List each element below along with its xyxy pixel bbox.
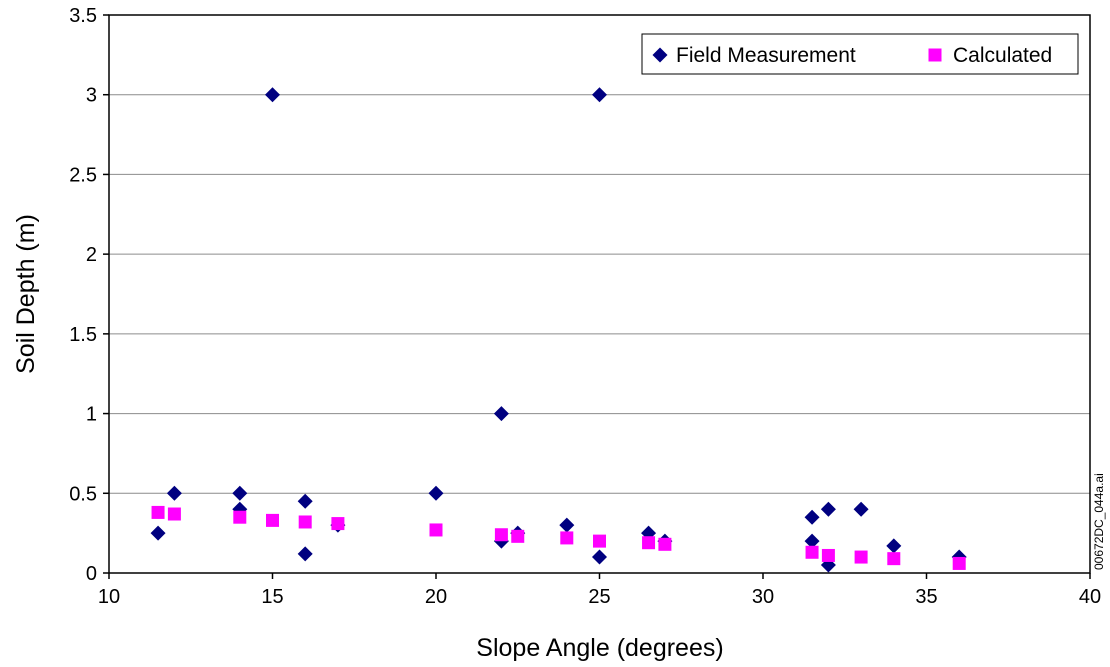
x-tick-label: 35 xyxy=(915,586,937,608)
calculated-point xyxy=(494,528,508,542)
field-measurement-point xyxy=(297,493,313,509)
legend-marker-field-measurement xyxy=(652,47,668,63)
legend: Field Measurement Calculated xyxy=(641,33,1079,75)
x-axis-ticks: 10 15 20 25 30 35 40 xyxy=(98,573,1101,608)
calculated-point xyxy=(429,523,443,537)
x-axis-title: Slope Angle (degrees) xyxy=(476,634,723,662)
y-tick-label: 0 xyxy=(86,563,97,585)
x-tick-label: 30 xyxy=(752,586,774,608)
calculated-point xyxy=(658,537,672,551)
x-tick-label: 10 xyxy=(98,586,120,608)
y-tick-label: 2.5 xyxy=(69,164,97,186)
legend-marker-calculated xyxy=(928,48,942,62)
calculated-point xyxy=(266,513,279,527)
legend-label: Field Measurement xyxy=(676,44,856,67)
data-points xyxy=(150,87,967,573)
calculated-point xyxy=(298,515,312,529)
y-tick-label: 3 xyxy=(86,85,97,107)
x-tick-label: 20 xyxy=(425,586,447,608)
y-tick-label: 1 xyxy=(86,404,97,426)
field-measurement-point xyxy=(804,509,820,525)
legend-label: Calculated xyxy=(953,44,1052,67)
y-tick-label: 0.5 xyxy=(69,483,97,505)
x-tick-label: 25 xyxy=(588,586,610,608)
field-measurement-point xyxy=(166,485,182,501)
y-tick-label: 2 xyxy=(86,244,97,266)
field-measurement-point xyxy=(265,87,280,103)
calculated-point xyxy=(821,548,835,562)
field-measurement-point xyxy=(428,485,444,501)
calculated-point xyxy=(151,505,165,519)
calculated-point xyxy=(167,507,181,521)
gridlines xyxy=(109,94,1090,494)
field-measurement-point xyxy=(150,525,166,541)
field-measurement-point xyxy=(559,517,575,533)
y-tick-label: 1.5 xyxy=(69,324,97,346)
field-measurement-point xyxy=(592,87,607,103)
field-measurement-point xyxy=(804,533,820,549)
field-measurement-point xyxy=(493,406,509,422)
calculated-point xyxy=(805,545,819,559)
calculated-point xyxy=(593,534,606,548)
field-measurement-point xyxy=(886,538,902,554)
calculated-point xyxy=(642,536,656,550)
legend-box xyxy=(641,33,1079,75)
y-axis-title: Soil Depth (m) xyxy=(12,214,40,374)
calculated-point xyxy=(331,517,345,531)
side-note: 00672DC_044a.ai xyxy=(1092,473,1106,570)
x-tick-label: 15 xyxy=(261,586,283,608)
field-measurement-point xyxy=(232,485,248,501)
calculated-point xyxy=(854,550,868,564)
field-measurement-point xyxy=(853,501,869,517)
calculated-point xyxy=(887,552,901,566)
field-measurement-point xyxy=(592,549,607,565)
calculated-point xyxy=(233,510,247,524)
y-axis-ticks: 0 0.5 1 1.5 2 2.5 3 3.5 xyxy=(69,5,109,585)
field-measurement-point xyxy=(820,501,836,517)
calculated-point xyxy=(952,556,966,570)
calculated-point xyxy=(511,529,525,543)
x-tick-label: 40 xyxy=(1079,586,1101,608)
y-tick-label: 3.5 xyxy=(69,5,97,27)
field-measurement-point xyxy=(297,546,313,562)
calculated-point xyxy=(560,531,574,545)
